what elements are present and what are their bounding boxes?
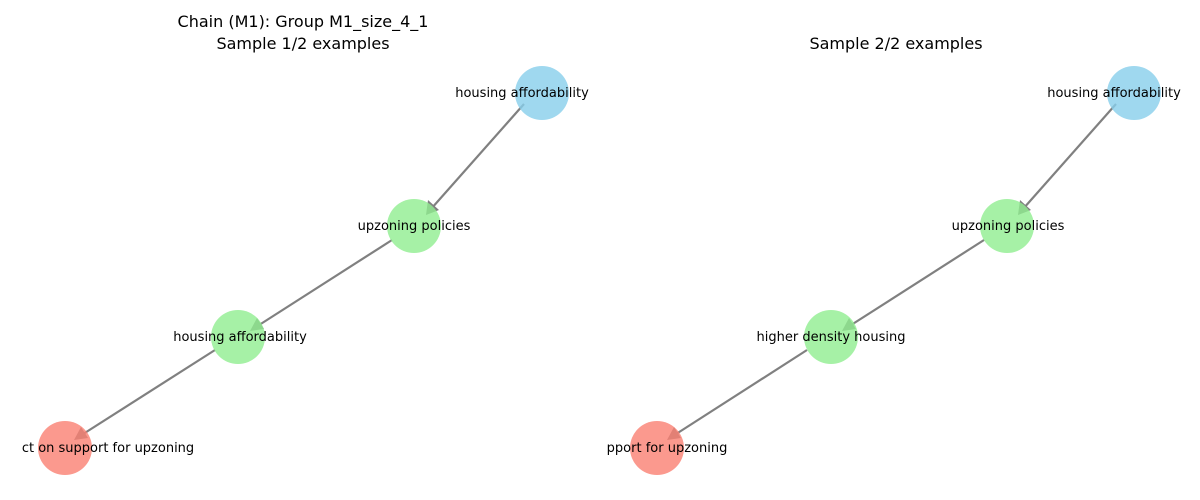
panel-2-edge-3 <box>672 349 808 437</box>
panel-1-node-3 <box>211 310 265 364</box>
panel-2-edges <box>667 103 1117 440</box>
panel-2: Sample 2/2 examples housing affordabilit… <box>607 34 1181 475</box>
panel-1-node-2 <box>387 199 441 253</box>
panel-1-node-1 <box>515 66 569 120</box>
panel-2-node-2-label: upzoning policies <box>952 219 1065 234</box>
panel-1-node-1-label: housing affordability <box>455 86 589 101</box>
panel-2-node-3 <box>804 310 858 364</box>
panel-2-node-4 <box>630 421 684 475</box>
panel-1-node-4 <box>38 421 92 475</box>
panel-2-node-1-label: housing affordability <box>1047 86 1181 101</box>
panel-2-node-1 <box>1107 66 1161 120</box>
panel-1-edges <box>74 103 525 440</box>
panel-2-node-4-label: pport for upzoning <box>607 441 728 456</box>
panel-1-edge-1 <box>430 103 525 210</box>
panel-2-title-line2: Sample 2/2 examples <box>809 34 982 53</box>
panel-1-title-line2: Sample 1/2 examples <box>216 34 389 53</box>
panel-1-title-line1: Chain (M1): Group M1_size_4_1 <box>178 12 429 32</box>
panel-1-node-2-label: upzoning policies <box>358 219 471 234</box>
panel-1: Chain (M1): Group M1_size_4_1 Sample 1/2… <box>22 12 589 475</box>
panel-2-edge-1 <box>1022 103 1117 210</box>
panel-1-edge-2 <box>255 239 393 328</box>
panel-2-node-3-label: higher density housing <box>757 330 906 345</box>
panel-1-node-3-label: housing affordability <box>173 330 307 345</box>
panel-1-node-4-label: ct on support for upzoning <box>22 441 194 456</box>
panel-2-edge-2 <box>847 239 985 328</box>
panel-1-edge-3 <box>79 349 216 437</box>
panel-2-node-2 <box>980 199 1034 253</box>
